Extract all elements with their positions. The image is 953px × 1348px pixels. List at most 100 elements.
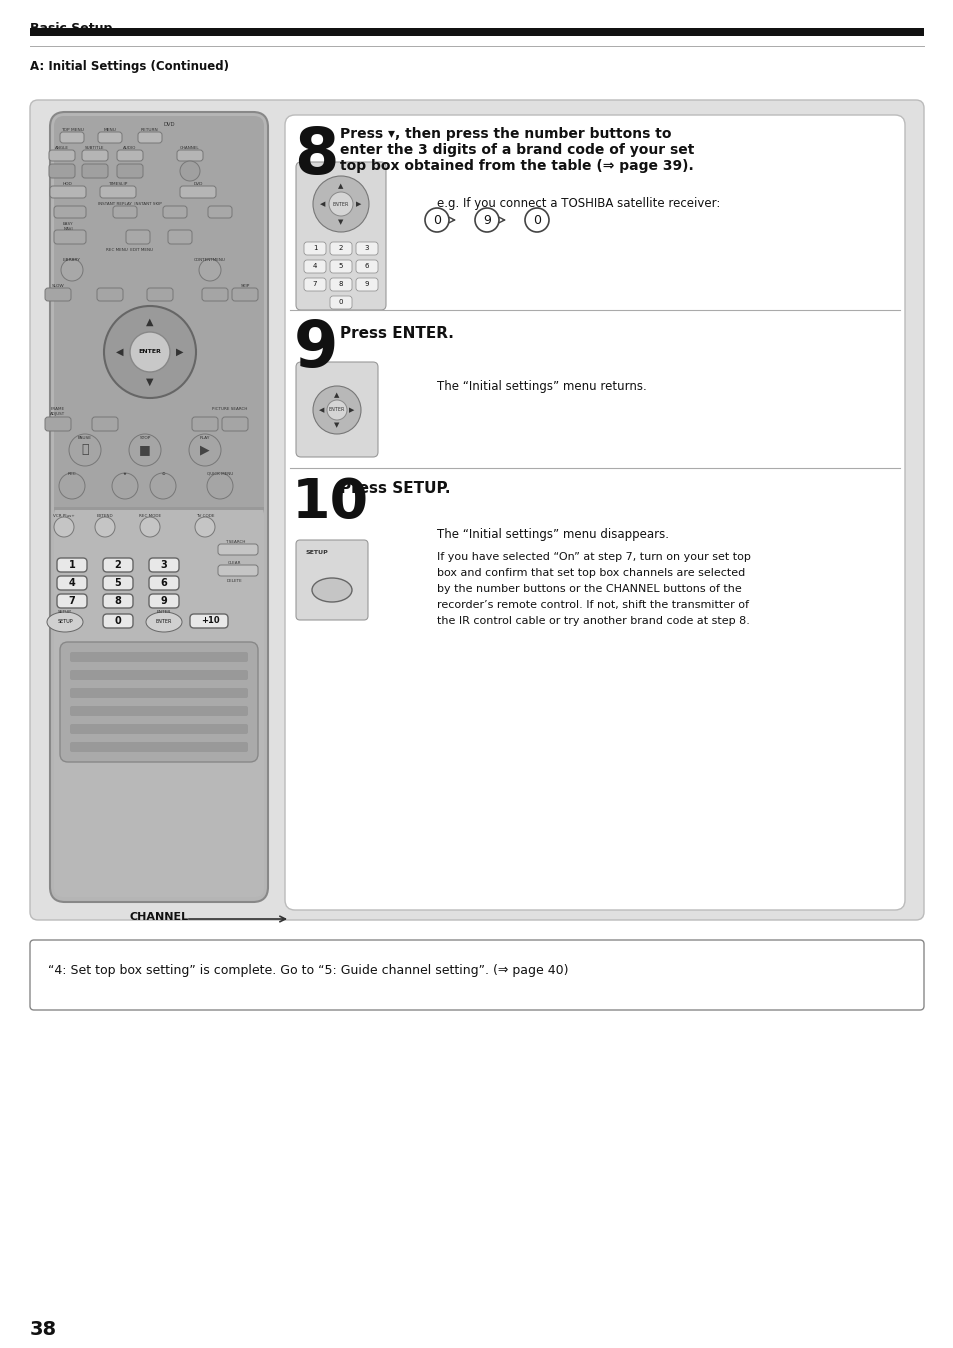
Text: ⊙: ⊙ (161, 472, 165, 476)
Text: ▼: ▼ (334, 422, 339, 429)
Bar (54, 507, 264, 510)
FancyBboxPatch shape (285, 115, 904, 910)
Text: 1: 1 (313, 245, 317, 252)
FancyBboxPatch shape (30, 100, 923, 919)
Text: ◀: ◀ (320, 201, 325, 208)
Text: ENTER: ENTER (333, 201, 349, 206)
FancyBboxPatch shape (70, 670, 248, 679)
Text: CHANNEL: CHANNEL (130, 913, 189, 922)
Text: SETUP: SETUP (57, 620, 72, 624)
Text: ■: ■ (139, 443, 151, 457)
Text: HDD: HDD (63, 182, 72, 186)
Text: Press ENTER.: Press ENTER. (339, 326, 454, 341)
Text: ENTER: ENTER (156, 611, 171, 613)
Text: Press SETUP.: Press SETUP. (339, 481, 450, 496)
Text: PAUSE: PAUSE (78, 435, 91, 439)
Text: If you have selected “On” at step 7, turn on your set top: If you have selected “On” at step 7, tur… (436, 551, 750, 562)
Text: 9: 9 (364, 282, 369, 287)
FancyBboxPatch shape (30, 940, 923, 1010)
Text: REC MODE: REC MODE (139, 514, 161, 518)
FancyBboxPatch shape (54, 116, 264, 576)
Text: A: Initial Settings (Continued): A: Initial Settings (Continued) (30, 61, 229, 73)
Text: 38: 38 (30, 1320, 57, 1339)
Text: STOP: STOP (139, 435, 151, 439)
FancyBboxPatch shape (103, 558, 132, 572)
Circle shape (475, 208, 498, 232)
FancyBboxPatch shape (168, 231, 192, 244)
Circle shape (313, 386, 360, 434)
Text: ▶: ▶ (355, 201, 361, 208)
Circle shape (112, 473, 138, 499)
Text: 9: 9 (160, 596, 167, 607)
Text: 6: 6 (364, 263, 369, 270)
Text: 8: 8 (338, 282, 343, 287)
Text: 9: 9 (294, 318, 338, 380)
Circle shape (61, 259, 83, 280)
FancyBboxPatch shape (232, 288, 257, 301)
Text: 0: 0 (338, 299, 343, 305)
Circle shape (180, 160, 200, 181)
Text: 4: 4 (313, 263, 316, 270)
Text: 0: 0 (533, 213, 540, 226)
FancyBboxPatch shape (295, 162, 386, 310)
Text: TV CODE: TV CODE (195, 514, 214, 518)
Text: TIMESLIP: TIMESLIP (109, 182, 128, 186)
Text: RETURN: RETURN (141, 128, 159, 132)
FancyBboxPatch shape (295, 541, 368, 620)
Text: e.g. If you connect a TOSHIBA satellite receiver:: e.g. If you connect a TOSHIBA satellite … (436, 197, 720, 210)
Text: 2: 2 (338, 245, 343, 252)
FancyBboxPatch shape (57, 594, 87, 608)
FancyBboxPatch shape (60, 132, 84, 143)
Text: Basic Setup: Basic Setup (30, 22, 112, 35)
Text: 7: 7 (69, 596, 75, 607)
Text: PLAY: PLAY (199, 435, 210, 439)
FancyBboxPatch shape (70, 652, 248, 662)
FancyBboxPatch shape (45, 288, 71, 301)
FancyBboxPatch shape (54, 206, 86, 218)
Text: ENTER: ENTER (155, 620, 172, 624)
Text: QUICK MENU: QUICK MENU (207, 472, 233, 476)
FancyBboxPatch shape (138, 132, 162, 143)
Text: SLOW: SLOW (51, 284, 64, 288)
FancyBboxPatch shape (50, 186, 86, 198)
Text: The “Initial settings” menu disappears.: The “Initial settings” menu disappears. (436, 528, 668, 541)
FancyBboxPatch shape (330, 260, 352, 274)
FancyBboxPatch shape (149, 558, 179, 572)
FancyBboxPatch shape (117, 164, 143, 178)
FancyBboxPatch shape (82, 150, 108, 160)
Circle shape (189, 434, 221, 466)
Text: ▲: ▲ (146, 317, 153, 328)
Ellipse shape (312, 578, 352, 603)
FancyBboxPatch shape (54, 231, 86, 244)
FancyBboxPatch shape (192, 417, 218, 431)
Circle shape (524, 208, 548, 232)
Text: CONTENTMENU: CONTENTMENU (193, 257, 226, 262)
FancyBboxPatch shape (190, 613, 228, 628)
FancyBboxPatch shape (57, 576, 87, 590)
Text: ★: ★ (123, 472, 127, 476)
Text: by the number buttons or the CHANNEL buttons of the: by the number buttons or the CHANNEL but… (436, 584, 741, 594)
FancyBboxPatch shape (103, 613, 132, 628)
Text: ◀: ◀ (116, 346, 124, 357)
FancyBboxPatch shape (54, 507, 264, 896)
Text: ▶: ▶ (200, 443, 210, 457)
Text: 7: 7 (313, 282, 317, 287)
FancyBboxPatch shape (97, 288, 123, 301)
Text: ⏸: ⏸ (81, 443, 89, 457)
Text: The “Initial settings” menu returns.: The “Initial settings” menu returns. (436, 380, 646, 394)
Text: enter the 3 digits of a brand code of your set: enter the 3 digits of a brand code of yo… (339, 143, 694, 156)
Text: CHANNEL: CHANNEL (180, 146, 199, 150)
FancyBboxPatch shape (126, 231, 150, 244)
Text: LIBRARY: LIBRARY (63, 257, 81, 262)
FancyBboxPatch shape (330, 278, 352, 291)
FancyBboxPatch shape (355, 243, 377, 255)
FancyBboxPatch shape (330, 297, 352, 309)
FancyBboxPatch shape (304, 278, 326, 291)
FancyBboxPatch shape (49, 164, 75, 178)
Text: SUBTITLE: SUBTITLE (85, 146, 105, 150)
Text: 9: 9 (482, 213, 491, 226)
Circle shape (95, 518, 115, 537)
FancyBboxPatch shape (103, 594, 132, 608)
Circle shape (140, 518, 160, 537)
FancyBboxPatch shape (202, 288, 228, 301)
